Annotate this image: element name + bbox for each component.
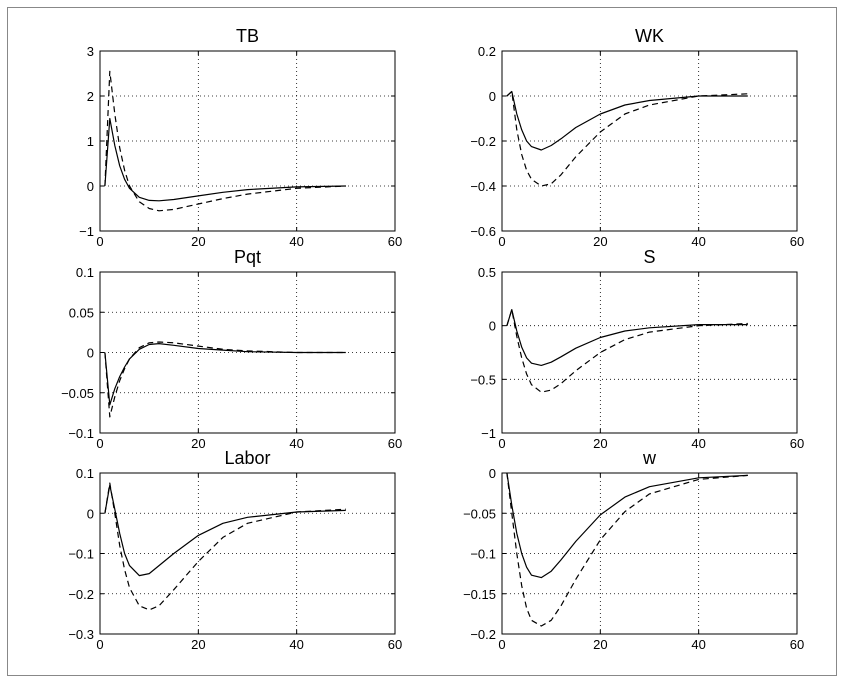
- chart-title: Labor: [224, 448, 270, 468]
- y-tick-label: 0: [489, 89, 496, 104]
- y-tick-label: −0.2: [470, 627, 496, 642]
- y-tick-label: 0.2: [478, 44, 496, 59]
- y-tick-label: −1: [79, 224, 94, 239]
- series-line-solid: [506, 309, 748, 366]
- series-line-dashed: [506, 90, 748, 187]
- x-tick-label: 0: [96, 436, 103, 451]
- x-tick-label: 40: [691, 436, 705, 451]
- x-tick-label: 60: [388, 234, 402, 249]
- y-tick-label: −1: [481, 426, 496, 441]
- x-tick-label: 60: [790, 436, 804, 451]
- series-line-dashed: [104, 482, 346, 611]
- y-tick-label: −0.4: [470, 179, 496, 194]
- y-tick-label: 1: [87, 134, 94, 149]
- plot-area: [502, 272, 797, 433]
- y-tick-label: −0.15: [463, 587, 496, 602]
- y-tick-label: −0.3: [68, 627, 94, 642]
- x-tick-label: 0: [96, 234, 103, 249]
- series-line-solid: [104, 343, 346, 406]
- y-tick-label: 0: [489, 319, 496, 334]
- series-line-solid: [104, 484, 346, 577]
- series-line-dashed: [104, 341, 346, 418]
- y-tick-label: 0: [87, 506, 94, 521]
- y-tick-label: 0.5: [478, 265, 496, 280]
- x-tick-label: 60: [388, 436, 402, 451]
- chart-title: S: [643, 247, 655, 267]
- y-tick-label: −0.05: [463, 506, 496, 521]
- x-tick-label: 20: [593, 637, 607, 652]
- series-line-solid: [104, 117, 346, 202]
- chart-title: WK: [635, 26, 664, 46]
- chart-title: w: [642, 448, 657, 468]
- y-tick-label: −0.6: [470, 224, 496, 239]
- y-tick-label: −0.1: [68, 426, 94, 441]
- chart-panel: 0 20 40 60 −0.1 −0.05 0 0.05 0.1 Pqt: [61, 247, 402, 451]
- plot-area: [100, 272, 395, 433]
- x-tick-label: 40: [691, 637, 705, 652]
- x-tick-label: 20: [593, 436, 607, 451]
- y-tick-label: 0.05: [69, 305, 94, 320]
- x-tick-label: 0: [96, 637, 103, 652]
- axes-box: [501, 271, 798, 434]
- chart-panel: 0 20 40 60 −1 −0.5 0 0.5 S: [470, 247, 804, 451]
- y-tick-label: 3: [87, 44, 94, 59]
- x-tick-label: 0: [498, 436, 505, 451]
- series-line-dashed: [506, 309, 748, 393]
- y-tick-label: 0.1: [76, 466, 94, 481]
- y-tick-label: −0.05: [61, 386, 94, 401]
- x-tick-label: 20: [191, 436, 205, 451]
- x-tick-label: 0: [498, 637, 505, 652]
- x-tick-label: 60: [388, 637, 402, 652]
- y-tick-label: −0.5: [470, 372, 496, 387]
- x-tick-label: 20: [191, 234, 205, 249]
- x-tick-label: 60: [790, 234, 804, 249]
- x-tick-label: 40: [289, 436, 303, 451]
- plot-area: [100, 473, 395, 634]
- y-tick-label: −0.1: [68, 547, 94, 562]
- series-line-dashed: [506, 472, 748, 627]
- y-tick-label: −0.2: [68, 587, 94, 602]
- y-tick-label: 0.1: [76, 265, 94, 280]
- y-tick-label: 0: [87, 346, 94, 361]
- y-tick-label: 2: [87, 89, 94, 104]
- x-tick-label: 40: [289, 637, 303, 652]
- x-tick-label: 20: [593, 234, 607, 249]
- series-line-solid: [506, 90, 748, 151]
- chart-title: Pqt: [234, 247, 261, 267]
- y-tick-label: 0: [489, 466, 496, 481]
- y-tick-label: −0.2: [470, 134, 496, 149]
- plot-area: [100, 51, 395, 231]
- chart-panel: 0 20 40 60 −0.3 −0.2 −0.1 0 0.1 Labor: [68, 448, 402, 652]
- chart-panel: 0 20 40 60 −0.6 −0.4 −0.2 0 0.2 WK: [470, 26, 804, 249]
- x-tick-label: 0: [498, 234, 505, 249]
- y-tick-label: −0.1: [470, 547, 496, 562]
- chart-panel: 0 20 40 60 −0.2 −0.15 −0.1 −0.05 0 w: [463, 448, 804, 652]
- series-line-solid: [506, 472, 748, 579]
- x-tick-label: 20: [191, 637, 205, 652]
- x-tick-label: 40: [289, 234, 303, 249]
- chart-title: TB: [236, 26, 259, 46]
- plot-area: [502, 51, 797, 231]
- x-tick-label: 60: [790, 637, 804, 652]
- x-tick-label: 40: [691, 234, 705, 249]
- y-tick-label: 0: [87, 179, 94, 194]
- plot-area: [502, 473, 797, 634]
- series-line-dashed: [104, 70, 346, 212]
